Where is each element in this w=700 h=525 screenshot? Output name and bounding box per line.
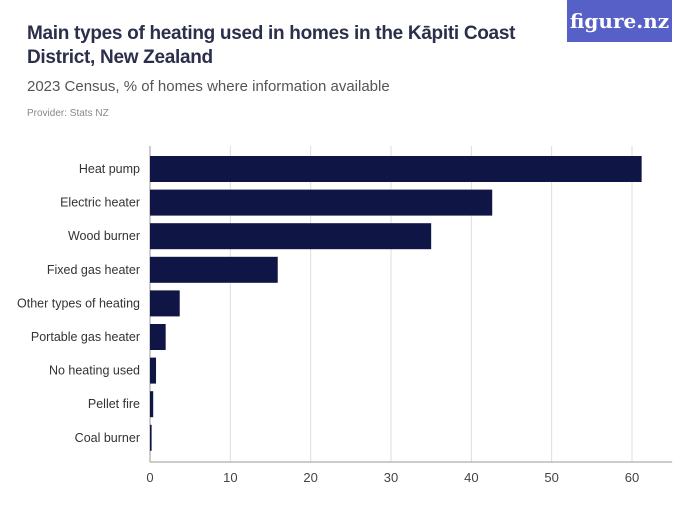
bar [150,256,278,283]
provider-label: Provider: Stats NZ [27,108,109,119]
x-tick-label: 10 [223,470,237,485]
category-label: Coal burner [75,431,140,445]
bar [150,357,157,384]
x-tick-label: 50 [544,470,558,485]
x-tick-label: 0 [146,470,153,485]
category-label: Portable gas heater [31,330,140,344]
chart-title: Main types of heating used in homes in t… [27,23,516,68]
category-label: Other types of heating [17,296,140,310]
x-tick-label: 60 [625,470,639,485]
category-label: Pellet fire [88,397,140,411]
category-label: Wood burner [68,229,140,243]
bar [150,391,154,418]
category-label: Heat pump [79,162,140,176]
bar [150,156,642,182]
bar [150,424,152,451]
category-label: Electric heater [60,196,140,210]
category-label: Fixed gas heater [47,263,140,277]
bar [150,290,180,317]
x-tick-label: 40 [464,470,478,485]
bar [150,324,166,350]
x-tick-label: 30 [384,470,398,485]
chart-subtitle: 2023 Census, % of homes where informatio… [27,78,390,95]
figure-nz-logo[interactable]: figure.nz [567,0,672,42]
bar [150,189,493,216]
category-label: No heating used [49,364,140,378]
x-tick-label: 20 [303,470,317,485]
bar [150,223,432,250]
